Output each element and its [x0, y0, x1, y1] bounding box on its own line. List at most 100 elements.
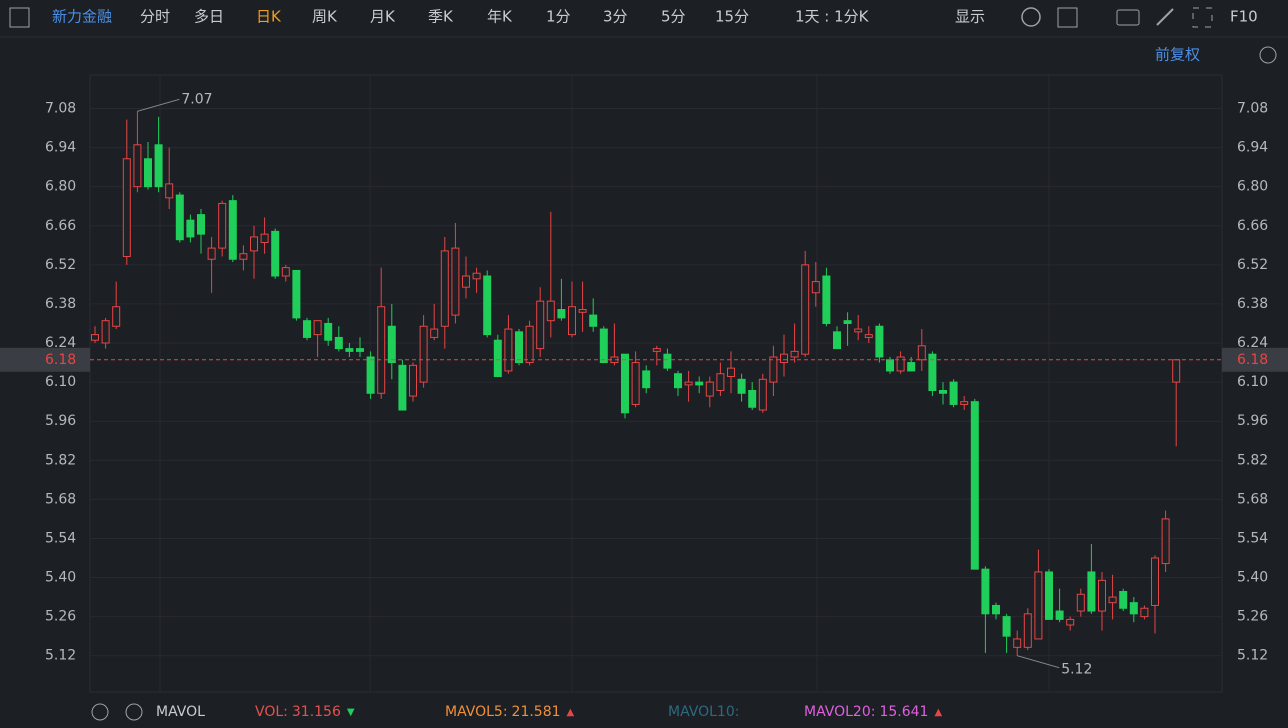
- candle-body: [748, 389, 757, 408]
- candle-body: [366, 356, 375, 394]
- toolbar-tab[interactable]: 3分: [603, 8, 628, 26]
- display-menu[interactable]: 显示: [955, 8, 985, 26]
- candle-body: [907, 362, 916, 372]
- candle-body: [981, 568, 990, 615]
- toolbar-tab[interactable]: 季K: [428, 8, 454, 26]
- camera-icon[interactable]: [1116, 9, 1140, 26]
- candle-body: [695, 381, 704, 386]
- candle-body: [737, 378, 746, 394]
- candle-body: [652, 348, 661, 352]
- candle-body: [398, 364, 407, 411]
- candle-body: [833, 331, 841, 350]
- candle-body: [1129, 602, 1138, 615]
- y-tick-label: 6.24: [45, 335, 76, 351]
- adjust-button[interactable]: 前复权: [1155, 46, 1200, 64]
- style-icon[interactable]: [1057, 7, 1078, 28]
- settings-icon[interactable]: [1021, 7, 1041, 27]
- candle-body: [663, 353, 672, 369]
- candle-body: [684, 381, 693, 386]
- y-tick-label: 6.52: [45, 257, 76, 273]
- candle-body: [1108, 596, 1117, 604]
- candle-body: [387, 325, 396, 364]
- toolbar-tab[interactable]: 周K: [312, 8, 338, 26]
- y-tick-label: 6.80: [1237, 179, 1268, 195]
- toolbar-tab[interactable]: 1分: [546, 8, 571, 26]
- y-tick-label: 7.08: [45, 101, 76, 117]
- candle-body: [631, 362, 640, 405]
- indicator-settings[interactable]: [91, 703, 109, 721]
- fullscreen-icon[interactable]: [1192, 7, 1213, 28]
- candle-body: [483, 275, 492, 336]
- candle-body: [207, 247, 216, 260]
- candle-body: [377, 306, 386, 394]
- candle-body: [175, 194, 184, 241]
- candle-body: [1087, 571, 1096, 612]
- candle-body: [674, 373, 682, 389]
- candle-body: [843, 320, 852, 324]
- y-tick-label: 5.40: [45, 570, 76, 586]
- candle-body: [345, 348, 354, 352]
- y-tick-label: 5.96: [1237, 413, 1268, 429]
- high-annotation: 7.07: [181, 91, 212, 107]
- plot-frame: [89, 74, 1223, 693]
- candle-body: [1045, 571, 1053, 620]
- y-tick-label: 5.26: [45, 609, 76, 625]
- sidebar-toggle[interactable]: [9, 7, 30, 28]
- y-tick-label: 6.38: [45, 296, 76, 312]
- candle-body: [970, 401, 979, 570]
- candle-body: [949, 381, 958, 405]
- toolbar-tab[interactable]: 分时: [140, 8, 170, 26]
- draw-icon[interactable]: [1156, 8, 1174, 26]
- last-price-tag: [0, 347, 90, 372]
- toolbar-tab[interactable]: 月K: [370, 8, 396, 26]
- zoom-out-icon[interactable]: [1259, 46, 1277, 64]
- candle-body: [133, 144, 142, 188]
- candle-body: [218, 202, 227, 249]
- y-tick-label: 6.94: [1237, 140, 1268, 156]
- toolbar-tab[interactable]: 日K: [256, 8, 282, 26]
- candle-body: [250, 236, 258, 252]
- indicator-close[interactable]: [125, 703, 143, 721]
- toolbar-tab[interactable]: 5分: [661, 8, 686, 26]
- candle-body: [1161, 518, 1170, 565]
- candle-body: [228, 200, 237, 260]
- last-price-label: 6.18: [45, 352, 76, 368]
- candle-body: [716, 373, 725, 391]
- indicator-name[interactable]: MAVOL: [156, 704, 205, 720]
- candle-body: [758, 378, 767, 411]
- toolbar-tab[interactable]: 多日: [194, 8, 224, 26]
- candle-body: [260, 233, 269, 244]
- trend-arrow: ▲: [567, 707, 575, 718]
- indicator-value: 31.156: [292, 704, 341, 720]
- y-tick-label: 5.82: [45, 452, 76, 468]
- indicator-label: MAVOL5:: [445, 704, 508, 720]
- candle-body: [271, 230, 280, 277]
- y-tick-label: 6.66: [1237, 218, 1268, 234]
- f10-button[interactable]: F10: [1230, 8, 1258, 26]
- candle-body: [281, 267, 290, 277]
- toolbar-tab[interactable]: 新力金融: [52, 8, 112, 26]
- toolbar-tab[interactable]: 年K: [487, 8, 513, 26]
- candle-body: [525, 325, 534, 364]
- toolbar-tab[interactable]: 1天 : 1分K: [795, 8, 870, 26]
- y-tick-label: 7.08: [1237, 101, 1268, 117]
- candle-body: [864, 334, 873, 338]
- candle-body: [557, 309, 566, 319]
- candle-body: [1140, 607, 1149, 618]
- toolbar-tab[interactable]: 15分: [715, 8, 749, 26]
- candle-body: [303, 320, 311, 338]
- candle-body: [928, 353, 937, 391]
- candle-body: [239, 253, 248, 260]
- candle-body: [154, 144, 163, 188]
- candle-body: [292, 269, 301, 319]
- indicator-label: VOL:: [255, 704, 288, 720]
- candle-body: [589, 314, 598, 327]
- candle-body: [621, 353, 629, 414]
- indicator-label: MAVOL10:: [668, 704, 739, 720]
- candle-body: [1013, 638, 1022, 648]
- y-tick-label: 5.26: [1237, 609, 1268, 625]
- candle-body: [790, 350, 799, 358]
- y-tick-label: 6.66: [45, 218, 76, 234]
- candle-body: [409, 364, 417, 397]
